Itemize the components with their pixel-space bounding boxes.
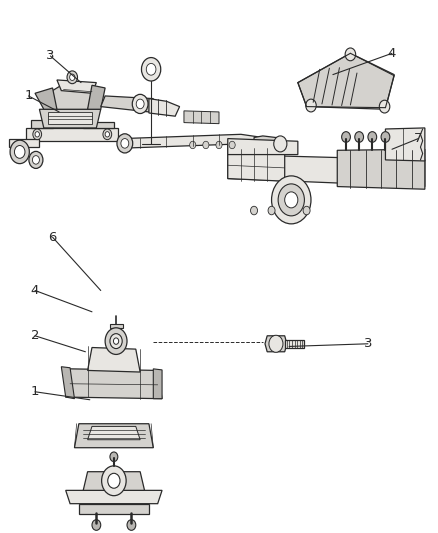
Circle shape bbox=[268, 206, 275, 215]
Circle shape bbox=[146, 63, 156, 75]
Circle shape bbox=[306, 99, 316, 112]
Polygon shape bbox=[101, 96, 153, 112]
Polygon shape bbox=[79, 504, 149, 514]
Circle shape bbox=[251, 206, 258, 215]
Polygon shape bbox=[31, 120, 53, 128]
Circle shape bbox=[303, 206, 310, 215]
Polygon shape bbox=[35, 88, 57, 109]
Circle shape bbox=[368, 132, 377, 142]
Circle shape bbox=[105, 132, 110, 137]
Polygon shape bbox=[61, 367, 74, 399]
Polygon shape bbox=[66, 490, 162, 504]
Polygon shape bbox=[57, 80, 96, 93]
Circle shape bbox=[379, 100, 390, 113]
Circle shape bbox=[103, 129, 112, 140]
Polygon shape bbox=[26, 128, 118, 141]
Text: 1: 1 bbox=[31, 385, 39, 398]
Polygon shape bbox=[184, 111, 219, 124]
Circle shape bbox=[108, 473, 120, 488]
Circle shape bbox=[381, 132, 390, 142]
Polygon shape bbox=[228, 145, 285, 181]
Polygon shape bbox=[285, 340, 304, 348]
Circle shape bbox=[229, 141, 235, 149]
Text: 7: 7 bbox=[414, 132, 423, 145]
Polygon shape bbox=[39, 109, 101, 128]
Circle shape bbox=[203, 141, 209, 149]
Text: 4: 4 bbox=[31, 284, 39, 297]
Circle shape bbox=[92, 520, 101, 530]
Polygon shape bbox=[83, 122, 114, 128]
Circle shape bbox=[121, 139, 129, 148]
Circle shape bbox=[32, 156, 39, 164]
Circle shape bbox=[117, 134, 133, 153]
Circle shape bbox=[110, 334, 122, 349]
Circle shape bbox=[10, 140, 29, 164]
Circle shape bbox=[278, 184, 304, 216]
Circle shape bbox=[105, 328, 127, 354]
Polygon shape bbox=[385, 128, 425, 161]
Circle shape bbox=[216, 141, 222, 149]
Polygon shape bbox=[83, 472, 145, 490]
Circle shape bbox=[102, 466, 126, 496]
Text: 6: 6 bbox=[48, 231, 57, 244]
Polygon shape bbox=[337, 149, 425, 189]
Circle shape bbox=[29, 151, 43, 168]
Polygon shape bbox=[228, 139, 298, 155]
Circle shape bbox=[33, 129, 42, 140]
Circle shape bbox=[136, 99, 144, 109]
Polygon shape bbox=[265, 336, 287, 352]
Circle shape bbox=[132, 94, 148, 114]
Circle shape bbox=[110, 452, 118, 462]
Polygon shape bbox=[153, 369, 162, 399]
Text: 3: 3 bbox=[46, 50, 55, 62]
Circle shape bbox=[67, 71, 78, 84]
Circle shape bbox=[113, 338, 119, 344]
Polygon shape bbox=[44, 85, 96, 109]
Circle shape bbox=[345, 48, 356, 61]
Circle shape bbox=[269, 335, 283, 352]
Circle shape bbox=[285, 192, 298, 208]
Circle shape bbox=[274, 136, 287, 152]
Polygon shape bbox=[298, 53, 394, 109]
Polygon shape bbox=[9, 139, 39, 147]
Polygon shape bbox=[149, 99, 180, 116]
Polygon shape bbox=[88, 348, 140, 372]
Circle shape bbox=[127, 520, 136, 530]
Polygon shape bbox=[74, 424, 153, 448]
Polygon shape bbox=[88, 85, 105, 109]
Circle shape bbox=[14, 146, 25, 158]
Text: 4: 4 bbox=[388, 47, 396, 60]
Polygon shape bbox=[88, 426, 140, 440]
Text: 2: 2 bbox=[31, 329, 39, 342]
Circle shape bbox=[342, 132, 350, 142]
Circle shape bbox=[355, 132, 364, 142]
Polygon shape bbox=[228, 155, 425, 187]
Circle shape bbox=[35, 132, 39, 137]
Circle shape bbox=[70, 74, 75, 80]
Polygon shape bbox=[66, 369, 162, 399]
Polygon shape bbox=[123, 134, 263, 148]
Circle shape bbox=[190, 141, 196, 149]
Text: 3: 3 bbox=[364, 337, 372, 350]
Polygon shape bbox=[48, 112, 92, 124]
Text: 1: 1 bbox=[24, 90, 33, 102]
Circle shape bbox=[141, 58, 161, 81]
Circle shape bbox=[272, 176, 311, 224]
Polygon shape bbox=[110, 324, 123, 328]
Polygon shape bbox=[254, 136, 285, 149]
